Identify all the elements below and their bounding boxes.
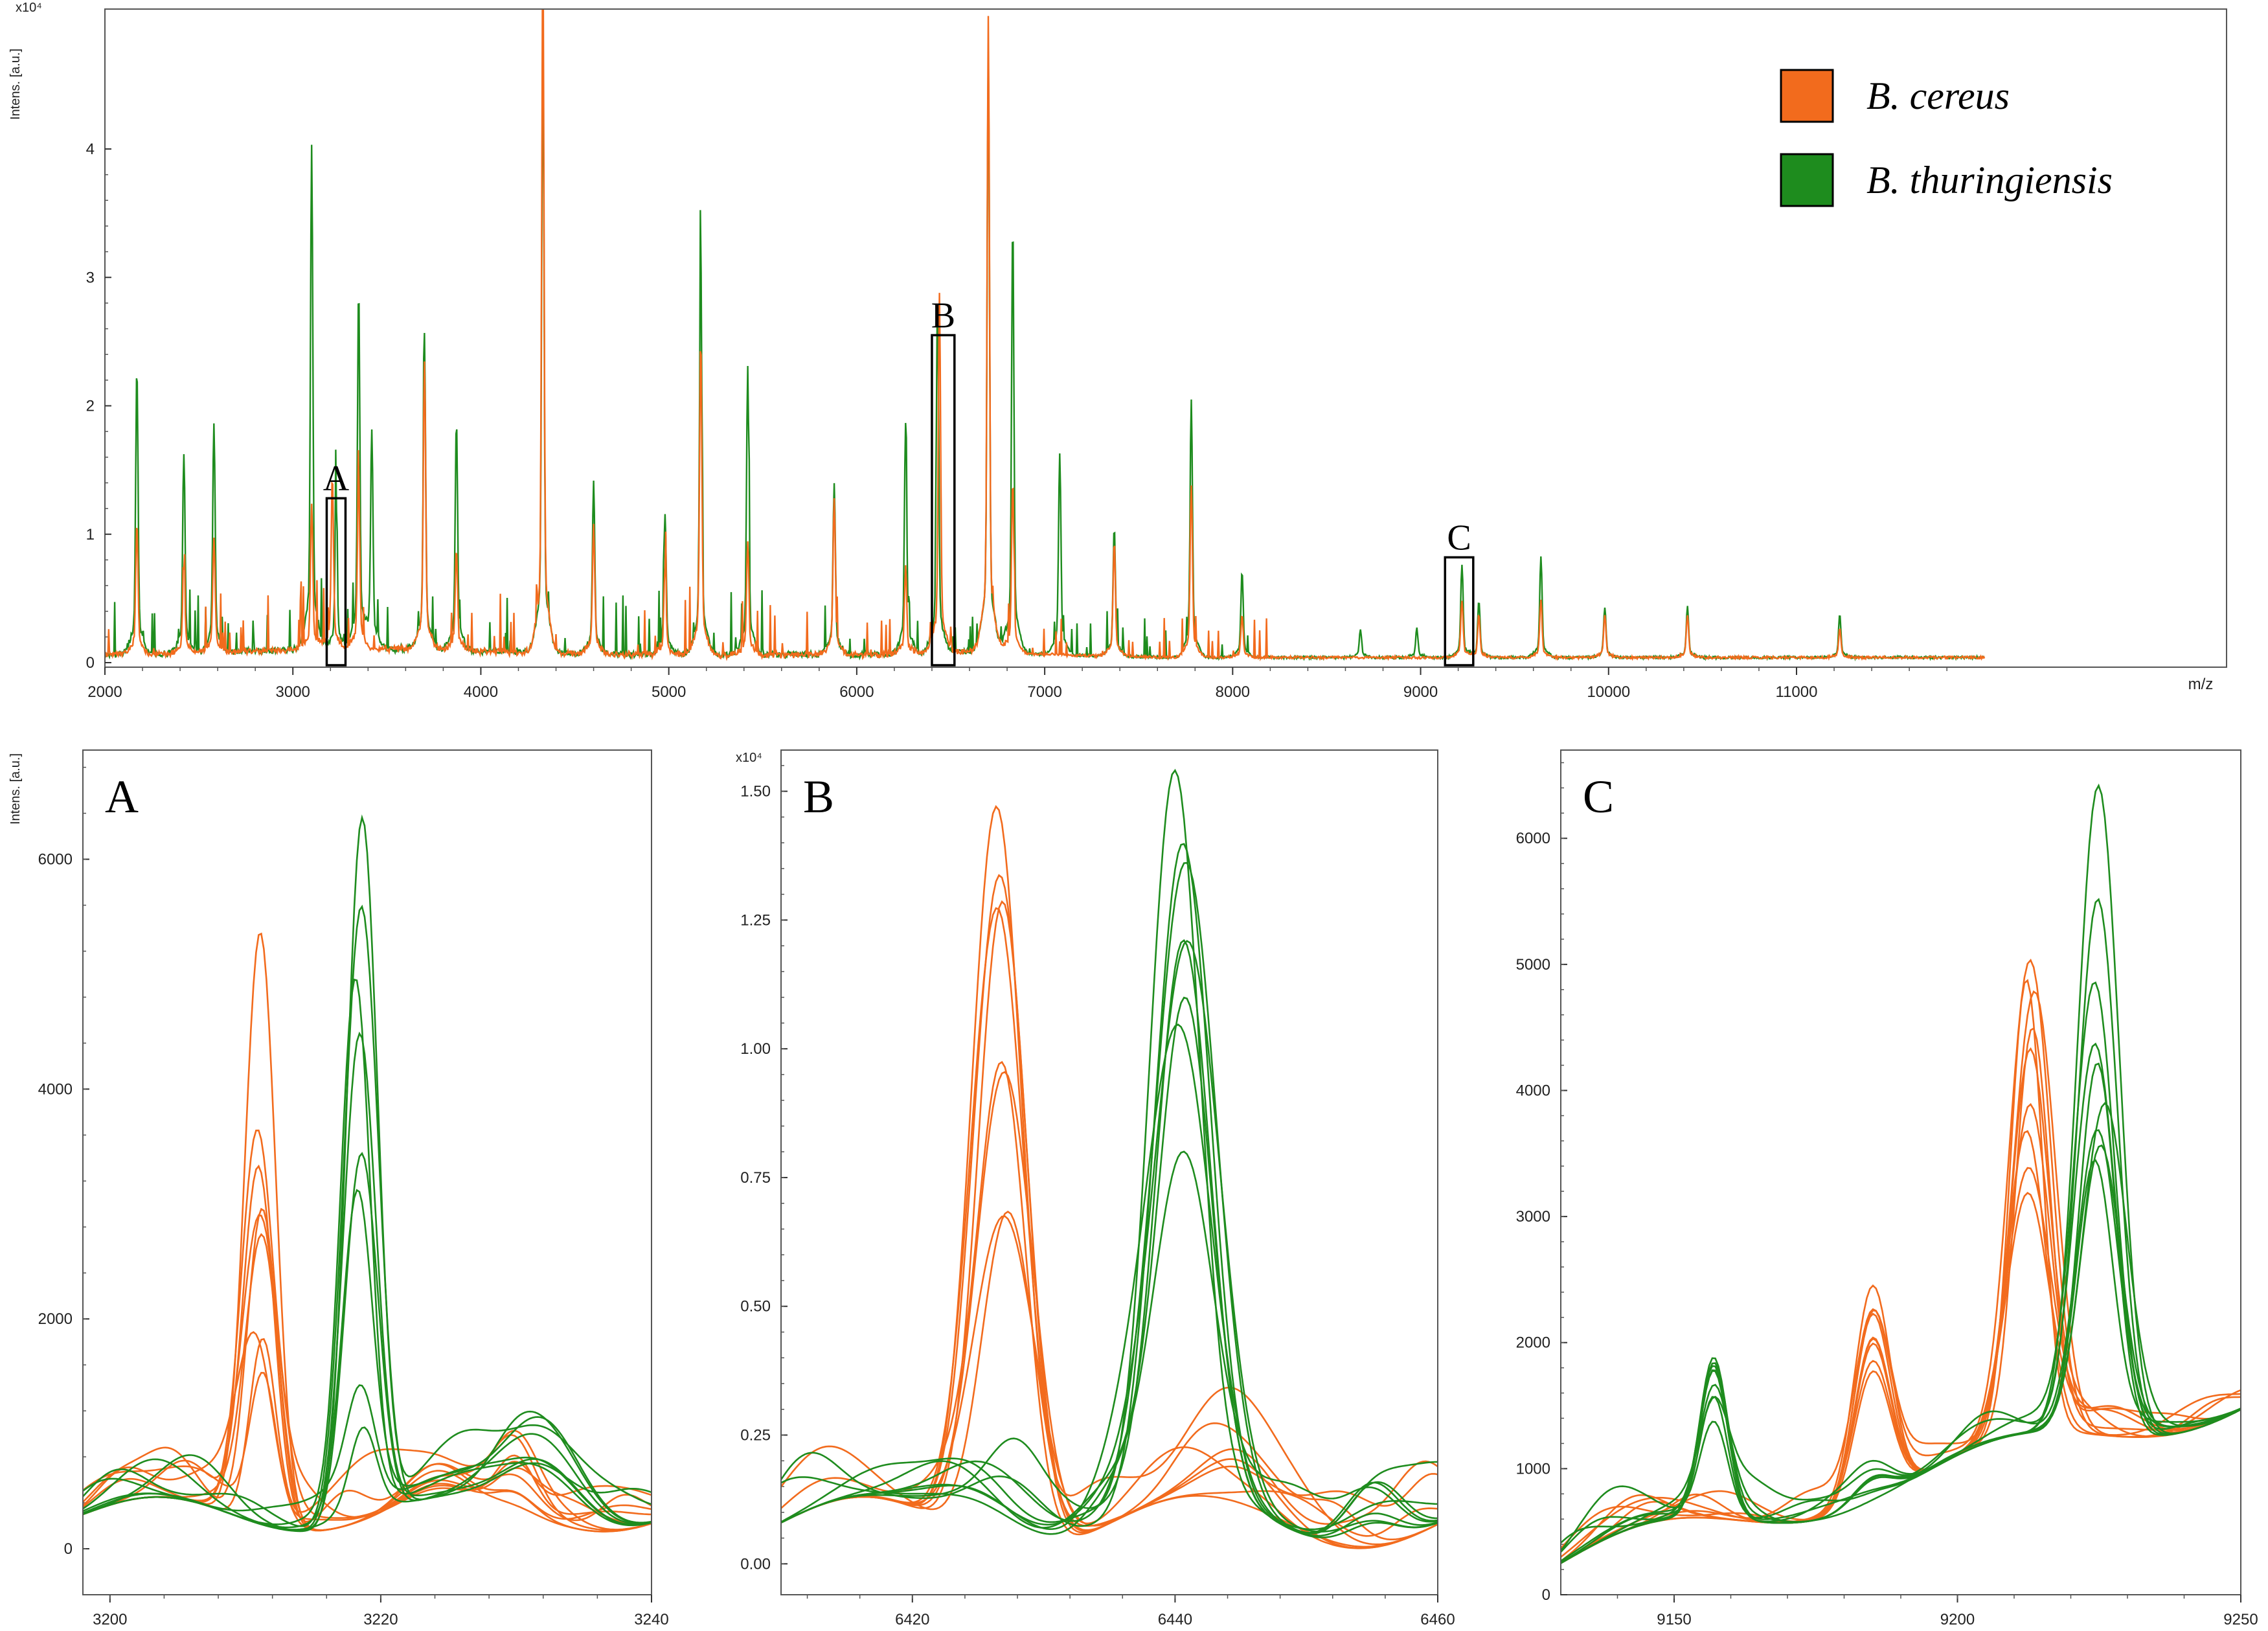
panel-frame <box>780 749 1438 1595</box>
panel-y-tick-label: 1.25 <box>740 911 771 929</box>
main-series-cereus <box>106 10 1986 662</box>
panel-series-thuringiensis <box>1561 1159 2240 1553</box>
main-x-tick-label: 2000 <box>87 683 122 701</box>
panel-x-tick-label: 3220 <box>363 1611 398 1628</box>
main-x-tick-label: 4000 <box>464 683 498 701</box>
panel-y-tick-label: 6000 <box>38 851 73 869</box>
panel-series-cereus <box>84 1331 651 1531</box>
region-box-a <box>325 497 347 667</box>
zoom-panel-a: 0 2000 4000 6000 3200 3220 3240 Intens. [a.u.] A <box>8 749 669 1628</box>
region-box-label: A <box>323 459 350 499</box>
panel-y-tick-label: 0 <box>1542 1586 1550 1604</box>
panel-label: C <box>1583 771 1614 823</box>
panel-series-thuringiensis <box>84 1152 651 1532</box>
panel-y-tick-label: 5000 <box>1516 956 1550 974</box>
main-x-tick-label: 10000 <box>1587 683 1630 701</box>
main-y-multiplier: x10⁴ <box>16 1 42 15</box>
main-y-tick-label: 1 <box>86 526 95 543</box>
panel-series-cereus <box>782 1215 1437 1527</box>
panel-series-thuringiensis <box>782 940 1437 1533</box>
main-y-tick-label: 2 <box>86 398 95 415</box>
panel-series-cereus <box>84 932 651 1532</box>
panel-y-tick-label: 0.75 <box>740 1169 771 1187</box>
panel-y-tick-label: 0.00 <box>740 1555 771 1573</box>
panel-series-cereus <box>782 1211 1437 1531</box>
panel-x-tick-label: 6440 <box>1158 1611 1192 1628</box>
main-x-tick-label: 8000 <box>1216 683 1250 701</box>
panel-series-cereus <box>84 1164 651 1523</box>
panel-series-cereus <box>1561 1102 2240 1564</box>
legend-swatch-thuringiensis <box>1780 153 1834 207</box>
panel-series-thuringiensis <box>84 904 651 1527</box>
legend-label: B. thuringiensis <box>1866 159 2113 201</box>
panel-y-tick-label: 1000 <box>1516 1460 1550 1477</box>
panel-series-thuringiensis <box>84 1384 651 1524</box>
panel-y-tick-label: 0.25 <box>740 1427 771 1444</box>
panel-y-tick-label: 0 <box>64 1540 73 1558</box>
main-x-tick-label: 9000 <box>1403 683 1438 701</box>
main-x-tick-label: 11000 <box>1776 683 1818 701</box>
zoom-panel-b: 0.00 0.25 0.50 0.75 1.00 1.25 1.50 6420 6440 6460… <box>736 749 1455 1628</box>
panel-y-tick-label: 4000 <box>38 1080 73 1098</box>
main-x-tick-label: 7000 <box>1027 683 1061 701</box>
panel-y-axis-label: Intens. [a.u.] <box>8 753 23 825</box>
panel-y-tick-label: 2000 <box>1516 1334 1550 1352</box>
panel-y-multiplier: x10⁴ <box>736 751 762 765</box>
panel-label: A <box>105 771 139 823</box>
main-x-tick-label: 6000 <box>839 683 874 701</box>
panel-series-thuringiensis <box>1561 783 2240 1551</box>
panel-x-tick-label: 9200 <box>1940 1611 1975 1628</box>
panel-series-thuringiensis <box>1561 1062 2240 1564</box>
region-box-label: B <box>931 295 955 336</box>
full-spectrum-chart: 0 1 2 3 4 x10⁴ Intens. [a.u.] 2000 3000 4000 5000 6… <box>8 1 2227 701</box>
panel-series-cereus <box>1561 1167 2240 1562</box>
legend-label: B. cereus <box>1866 74 2010 117</box>
panel-x-tick-label: 3240 <box>634 1611 668 1628</box>
panel-y-tick-label: 4000 <box>1516 1082 1550 1099</box>
panel-y-tick-label: 1.00 <box>740 1040 771 1058</box>
main-x-tick-label: 5000 <box>652 683 686 701</box>
main-x-tick-label: 3000 <box>276 683 310 701</box>
panel-x-tick-label: 6420 <box>895 1611 929 1628</box>
panel-series-thuringiensis <box>84 1426 651 1531</box>
region-box-b <box>931 334 956 667</box>
panel-y-tick-label: 2000 <box>38 1310 73 1328</box>
panel-x-tick-label: 6460 <box>1420 1611 1455 1628</box>
panel-x-tick-label: 3200 <box>93 1611 127 1628</box>
main-y-axis-label: Intens. [a.u.] <box>8 49 23 120</box>
panel-x-tick-label: 9250 <box>2223 1611 2258 1628</box>
panel-y-tick-label: 0.50 <box>740 1298 771 1316</box>
panel-x-tick-label: 9150 <box>1657 1611 1691 1628</box>
main-y-tick-label: 4 <box>86 141 95 158</box>
panel-y-tick-label: 3000 <box>1516 1208 1550 1226</box>
panel-label: B <box>803 771 834 823</box>
panel-series-thuringiensis <box>782 996 1437 1534</box>
panel-series-thuringiensis <box>1561 981 2240 1564</box>
main-y-tick-label: 0 <box>86 654 95 672</box>
legend: B. cereus B. thuringiensis <box>1780 69 2113 207</box>
panel-y-tick-label: 6000 <box>1516 830 1550 847</box>
main-x-axis-label: m/z <box>2188 676 2214 693</box>
panel-frame <box>1560 749 2241 1595</box>
legend-swatch-cereus <box>1780 69 1834 123</box>
zoom-panel-c: 0 1000 2000 3000 4000 5000 6000 9150 9200 9250 C <box>1516 749 2258 1628</box>
main-y-tick-label: 3 <box>86 269 95 286</box>
panel-series-thuringiensis <box>782 939 1437 1538</box>
region-box-label: C <box>1447 518 1471 558</box>
panel-series-thuringiensis <box>782 1150 1437 1535</box>
panel-series-cereus <box>84 1371 651 1533</box>
panel-y-tick-label: 1.50 <box>740 783 771 801</box>
region-box-c <box>1444 556 1475 667</box>
